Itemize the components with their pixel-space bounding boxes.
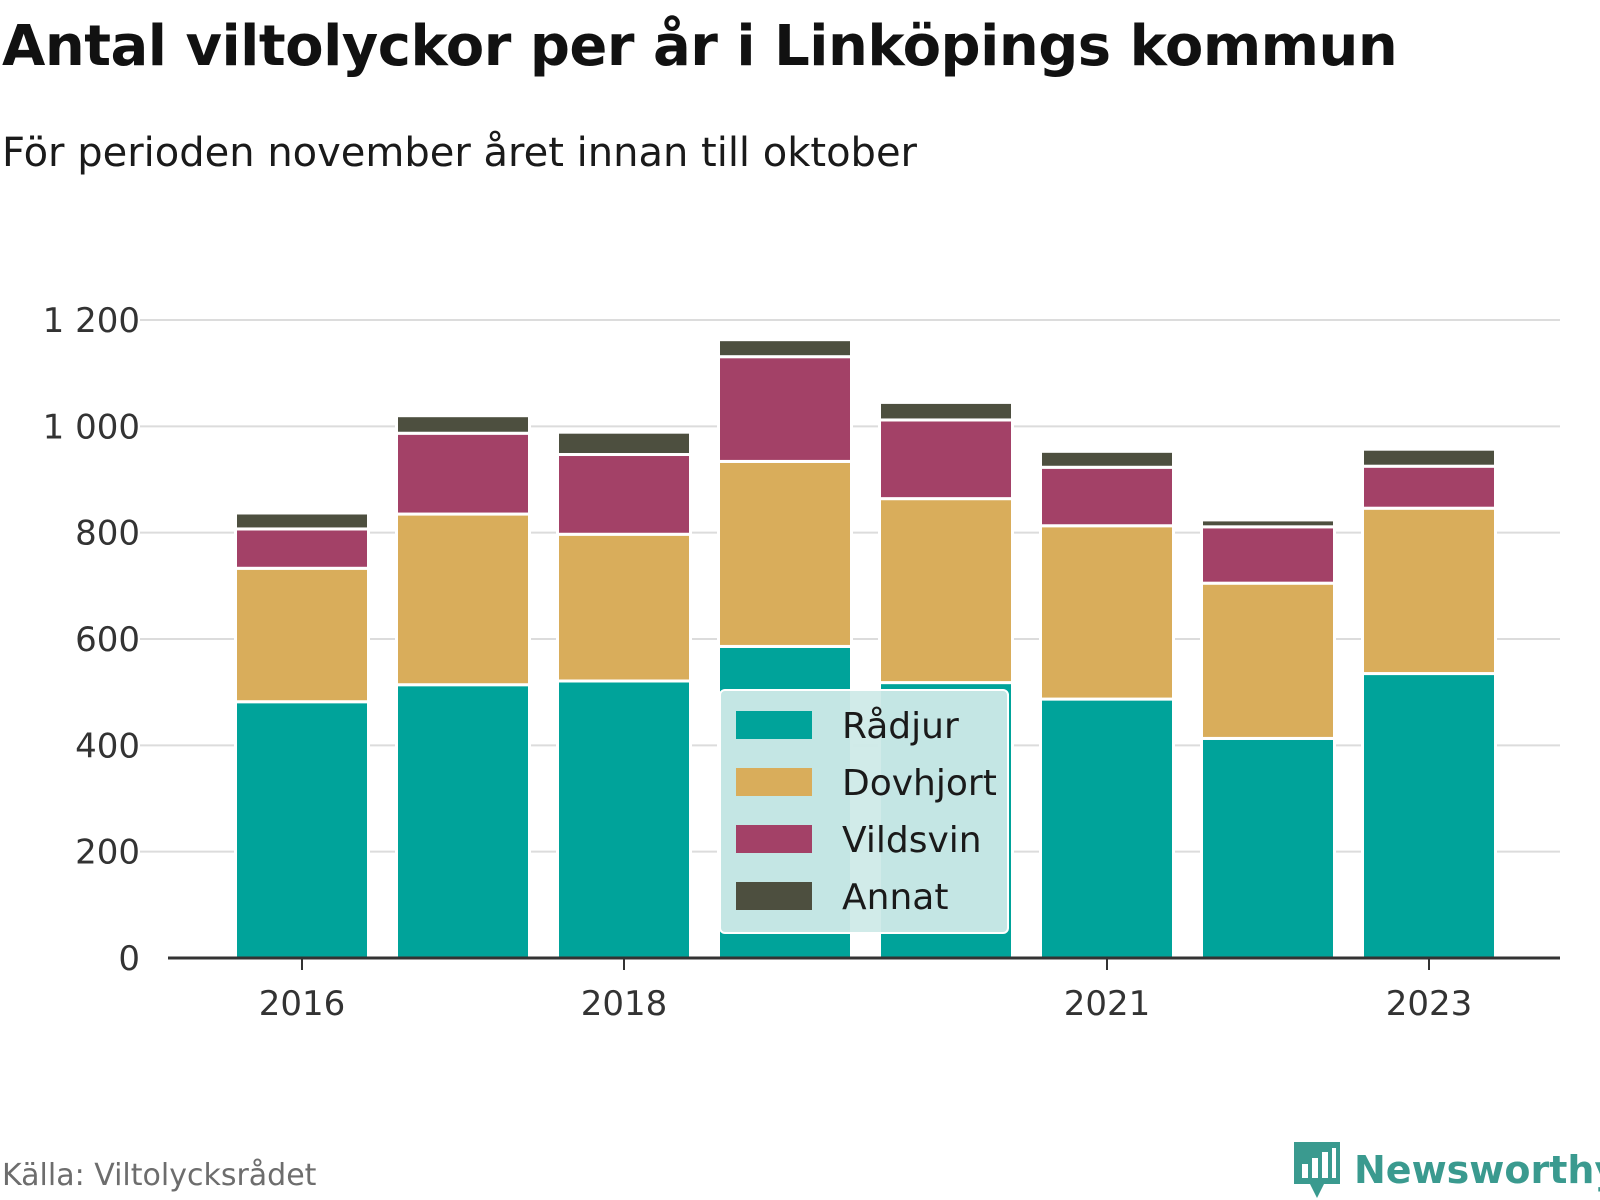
bar-segment: [1200, 736, 1336, 960]
bar-chart-speech-bubble-icon: [1294, 1142, 1340, 1198]
y-tick-label: 600: [75, 620, 140, 660]
bar-segment: [1361, 506, 1497, 676]
bar-segment: [1039, 465, 1175, 528]
brand-name: Newsworthy: [1354, 1148, 1600, 1192]
bar-segment: [1039, 524, 1175, 701]
legend-label: Rådjur: [842, 706, 959, 747]
bar-segment: [717, 338, 853, 359]
legend-label: Dovhjort: [842, 763, 997, 804]
source-note: Källa: Viltolycksrådet: [2, 1158, 317, 1193]
x-tick-label: 2021: [1064, 984, 1151, 1024]
y-tick-label: 800: [75, 514, 140, 554]
legend-box: [719, 689, 1009, 934]
brand-logo: Newsworthy: [1292, 1140, 1600, 1200]
bar-segment: [1361, 447, 1497, 468]
bar-segment: [717, 459, 853, 648]
bar-segment: [1200, 525, 1336, 585]
bar-segment: [234, 566, 370, 704]
bar-segment: [556, 532, 692, 683]
bar-segment: [1361, 672, 1497, 960]
bar-segment: [556, 679, 692, 960]
bar-segment: [878, 497, 1014, 685]
y-tick-label: 200: [75, 833, 140, 873]
bar-segment: [556, 430, 692, 457]
y-tick-label: 1 200: [43, 301, 140, 341]
bar-segment: [1200, 518, 1336, 529]
bar-segment: [234, 511, 370, 531]
chart-title: Antal viltolyckor per år i Linköpings ko…: [2, 14, 1398, 79]
legend-swatch: [736, 711, 812, 739]
y-tick-label: 1 000: [43, 407, 140, 447]
chart-subtitle: För perioden november året innan till ok…: [2, 130, 917, 176]
bar-segment: [395, 414, 531, 435]
bar-segment: [1200, 581, 1336, 740]
bar-segment: [1361, 464, 1497, 510]
legend-swatch: [736, 768, 812, 796]
y-tick-label: 400: [75, 726, 140, 766]
x-tick-label: 2018: [581, 984, 668, 1024]
legend-label: Vildsvin: [842, 820, 982, 861]
bar-segment: [878, 400, 1014, 422]
bar-segment: [1039, 449, 1175, 469]
bar-segment: [1039, 697, 1175, 960]
bar-segment: [234, 527, 370, 570]
bar-segment: [878, 418, 1014, 501]
legend-swatch: [736, 825, 812, 853]
y-tick-label: 0: [118, 939, 140, 979]
bar-segment: [395, 512, 531, 687]
legend-swatch: [736, 882, 812, 910]
bar-segment: [395, 683, 531, 960]
legend-label: Annat: [842, 877, 948, 918]
bar-segment: [395, 431, 531, 516]
bar-segment: [234, 700, 370, 960]
bar-segment: [717, 355, 853, 463]
x-tick-label: 2016: [259, 984, 346, 1024]
x-tick-label: 2023: [1386, 984, 1473, 1024]
bar-segment: [556, 453, 692, 536]
